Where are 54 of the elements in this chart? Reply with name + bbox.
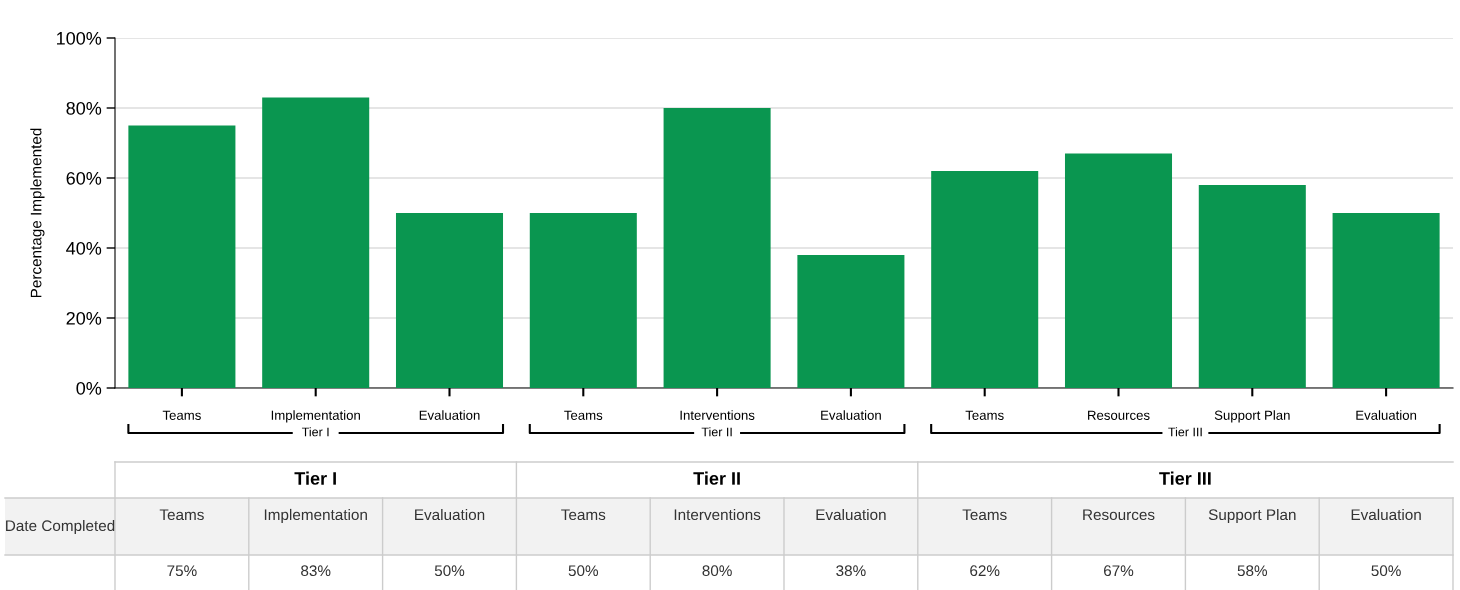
y-tick-label: 0%: [76, 381, 102, 395]
data-label: 50%: [1371, 565, 1401, 577]
category-label: Teams: [962, 509, 1007, 521]
text: Tier I: [301, 427, 329, 437]
data-label: 62%: [970, 565, 1000, 577]
data-label: 80%: [702, 565, 732, 577]
y-tick-label: 60%: [66, 171, 102, 185]
data-label: 67%: [1103, 565, 1134, 577]
bar: [128, 125, 236, 388]
x-tick-label: Evaluation: [1356, 410, 1417, 420]
text: Date Completed: [6, 519, 115, 535]
bar: [1332, 213, 1440, 388]
bar: [931, 171, 1039, 388]
x-tick-label: Interventions: [680, 410, 755, 420]
bar: [529, 213, 637, 388]
category-label: Teams: [159, 509, 204, 521]
y-tick-label: 40%: [66, 241, 102, 255]
category-label: Evaluation: [415, 508, 485, 521]
data-label: 50%: [434, 565, 465, 577]
text: Tier III: [1159, 471, 1211, 485]
data-label: 83%: [301, 565, 331, 577]
bar: [1064, 153, 1173, 388]
text: Tier I: [294, 471, 336, 485]
x-tick-label: Teams: [564, 410, 603, 420]
bar: [1198, 185, 1306, 388]
x-tick-label: Evaluation: [821, 410, 881, 420]
y-tick-label: 100%: [57, 31, 102, 45]
category-label: Interventions: [674, 508, 761, 521]
data-label: 50%: [568, 565, 599, 577]
x-tick-label: Teams: [162, 410, 201, 420]
data-label: 38%: [836, 565, 866, 577]
x-tick-label: Implementation: [271, 410, 360, 423]
bar: [663, 108, 771, 388]
x-tick-label: Support Plan: [1214, 410, 1290, 423]
category-label: Support Plan: [1208, 508, 1296, 524]
category-label: Evaluation: [816, 508, 886, 521]
x-tick-label: Teams: [965, 410, 1004, 420]
bar: [262, 97, 370, 388]
x-tick-label: Evaluation: [419, 410, 480, 420]
text: Tier III: [1168, 427, 1202, 437]
data-label: 58%: [1237, 565, 1268, 577]
category-label: Resources: [1083, 509, 1155, 521]
category-label: Implementation: [264, 508, 367, 524]
bar: [395, 213, 504, 388]
bar: [797, 255, 905, 388]
category-label: Evaluation: [1351, 508, 1421, 521]
category-label: Teams: [561, 509, 606, 521]
x-tick-label: Resources: [1088, 410, 1150, 420]
text: Tier II: [701, 427, 732, 437]
y-tick-label: 20%: [66, 311, 102, 325]
y-axis-title: Percentage Implemented: [30, 128, 45, 298]
y-tick-label: 80%: [66, 101, 102, 115]
data-label: 75%: [167, 565, 197, 577]
text: Tier II: [693, 471, 740, 485]
